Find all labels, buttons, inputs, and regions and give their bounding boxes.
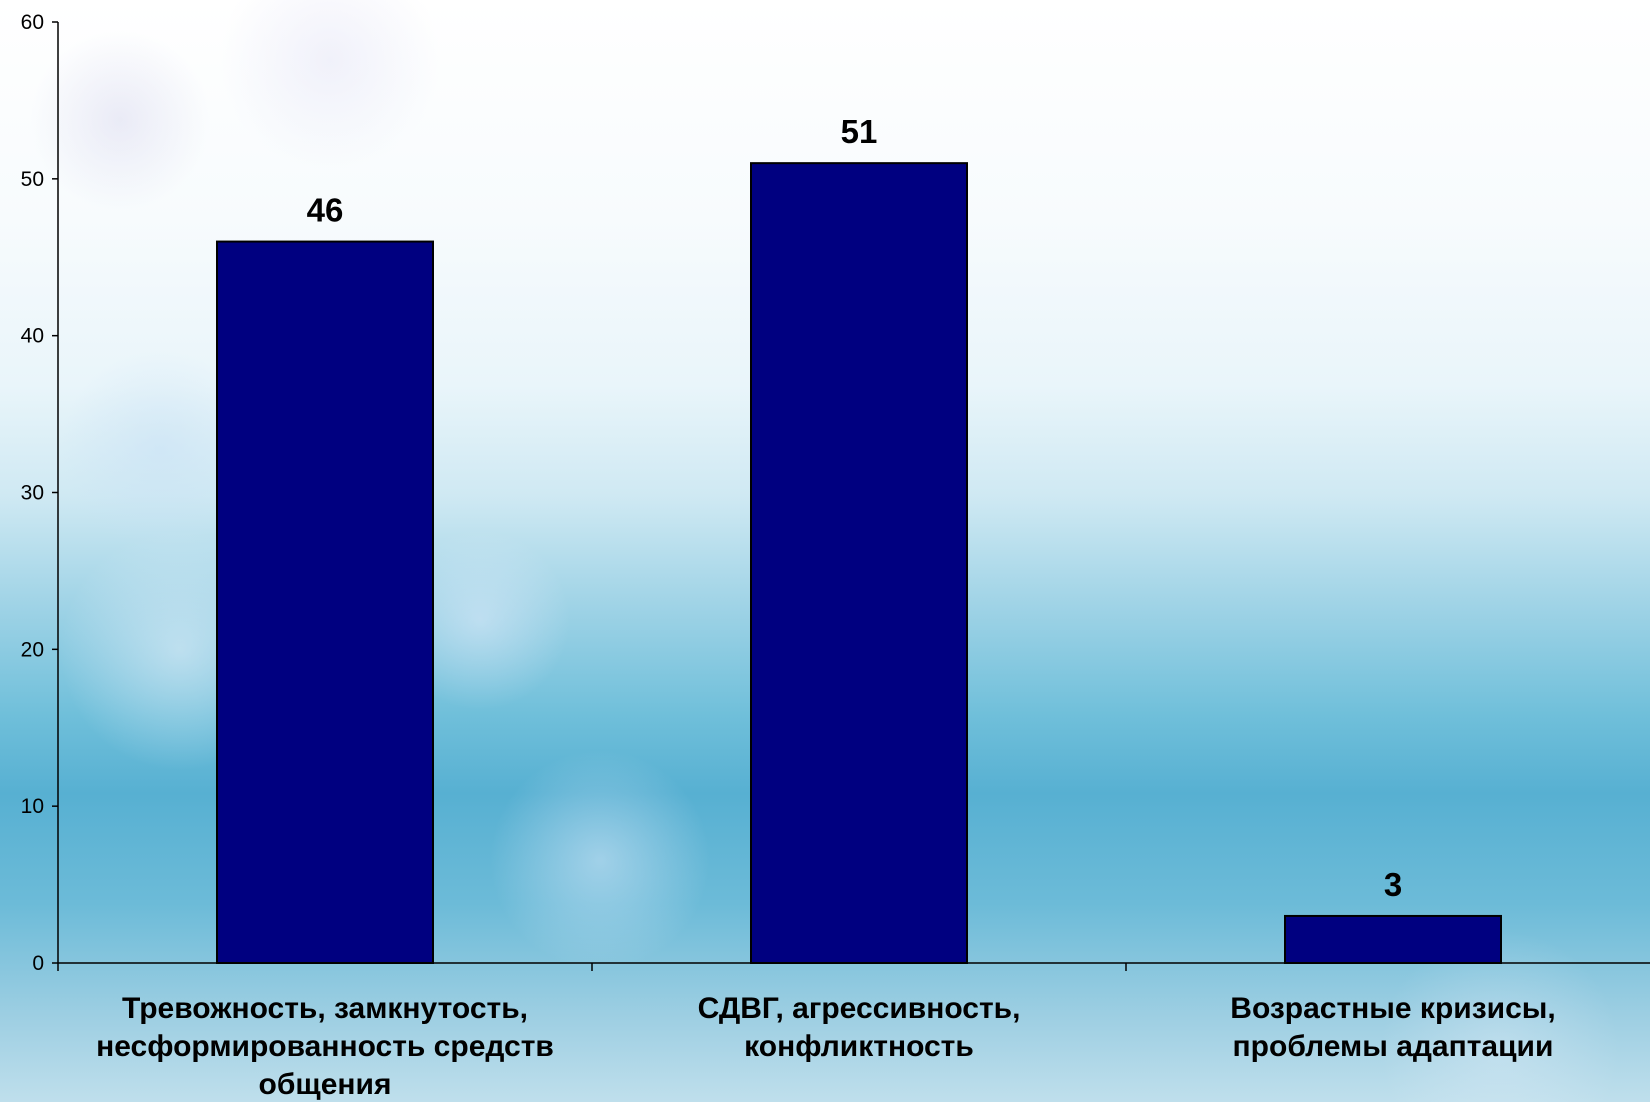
y-axis: 0 10 20 30 40 50 60 xyxy=(21,11,59,975)
y-tick-label: 10 xyxy=(21,795,44,818)
x-axis xyxy=(57,962,1650,971)
category-label-line: Тревожность, замкнутость, xyxy=(122,992,528,1025)
y-tick-label: 20 xyxy=(21,638,44,661)
y-tick-label: 40 xyxy=(21,325,44,348)
category-label-line: общения xyxy=(259,1068,392,1101)
data-label: 46 xyxy=(307,192,344,229)
category-label: Тревожность, замкнутость, несформированно… xyxy=(96,992,554,1101)
category-labels: Тревожность, замкнутость, несформированно… xyxy=(96,992,1556,1101)
y-tick-label: 50 xyxy=(21,168,44,191)
category-label: СДВГ, агрессивность, конфликтность xyxy=(698,992,1021,1063)
category-label-line: СДВГ, агрессивность, xyxy=(698,992,1021,1025)
category-label-line: несформированность средств xyxy=(96,1030,554,1063)
bar xyxy=(216,240,434,965)
category-label-line: проблемы адаптации xyxy=(1233,1030,1554,1063)
y-tick-label: 60 xyxy=(21,11,44,34)
category-label-line: конфликтность xyxy=(744,1030,974,1063)
bars xyxy=(216,162,1502,965)
data-label: 3 xyxy=(1384,866,1402,903)
data-label: 51 xyxy=(841,113,878,150)
y-tick-label: 30 xyxy=(21,482,44,505)
category-label-line: Возрастные кризисы, xyxy=(1230,992,1555,1025)
y-tick-label: 0 xyxy=(32,952,44,975)
bar xyxy=(1284,914,1502,965)
bar xyxy=(750,162,968,964)
data-labels: 46 51 3 xyxy=(307,113,1403,903)
category-label: Возрастные кризисы, проблемы адаптации xyxy=(1230,992,1555,1063)
